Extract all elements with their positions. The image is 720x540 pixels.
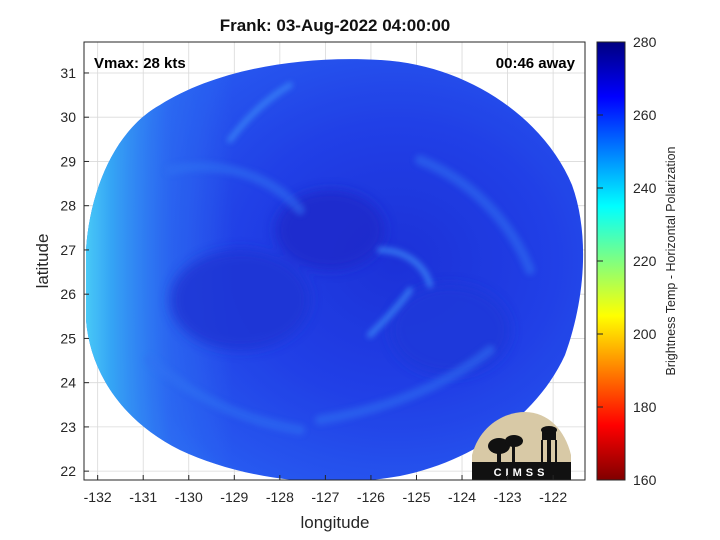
y-tick-label: 29 [60,153,76,169]
x-tick-label: -123 [494,489,522,505]
y-tick-label: 25 [60,330,76,346]
axes-frame [83,41,586,481]
y-tick-label: 23 [60,419,76,435]
y-tick-label: 31 [60,65,76,81]
y-tick-label: 22 [60,463,76,479]
time-away-label: 00:46 away [496,55,576,72]
x-tick-label: -129 [220,489,248,505]
x-tick-label: -122 [539,489,567,505]
y-tick-label: 28 [60,198,76,214]
y-tick-label: 26 [60,286,76,302]
brightness-temp-swath [86,59,584,480]
colorbar-tick-label: 280 [633,34,657,50]
colorbar-tick-label: 220 [633,253,657,269]
x-tick-label: -132 [84,489,112,505]
y-axis: 31 30 29 28 27 26 25 24 23 22 [60,65,89,479]
y-tick-label: 27 [60,242,76,258]
x-tick-label: -128 [266,489,294,505]
y-tick-label: 24 [60,375,76,391]
x-tick-label: -124 [448,489,476,505]
plot-area: Vmax: 28 kts 00:46 away CIMSS [83,41,586,481]
cimss-logo-text: CIMSS [494,467,549,479]
colorbar-tick-label: 160 [633,472,657,488]
x-axis-label: longitude [300,513,369,532]
x-axis: -132 -131 -130 -129 -128 -127 -126 -125 -124 -123… [84,475,567,505]
y-tick-label: 30 [60,109,76,125]
chart-title: Frank: 03-Aug-2022 04:00:00 [220,16,451,35]
vmax-label: Vmax: 28 kts [94,55,186,72]
x-tick-label: -126 [357,489,385,505]
x-tick-label: -127 [311,489,339,505]
x-tick-label: -125 [402,489,430,505]
y-axis-label: latitude [33,234,52,289]
x-tick-label: -131 [129,489,157,505]
colorbar-ticks: 280 260 240 220 200 180 160 [597,34,657,488]
colorbar: 280 260 240 220 200 180 160 Brightness Temp - … [596,34,678,488]
colorbar-label: Brightness Temp - Horizontal Polarizatio… [664,146,678,375]
colorbar-tick-label: 180 [633,399,657,415]
colorbar-tick-label: 240 [633,180,657,196]
cimss-logo: CIMSS [472,412,571,480]
colorbar-tick-label: 200 [633,326,657,342]
x-tick-label: -130 [175,489,203,505]
colorbar-tick-label: 260 [633,107,657,123]
